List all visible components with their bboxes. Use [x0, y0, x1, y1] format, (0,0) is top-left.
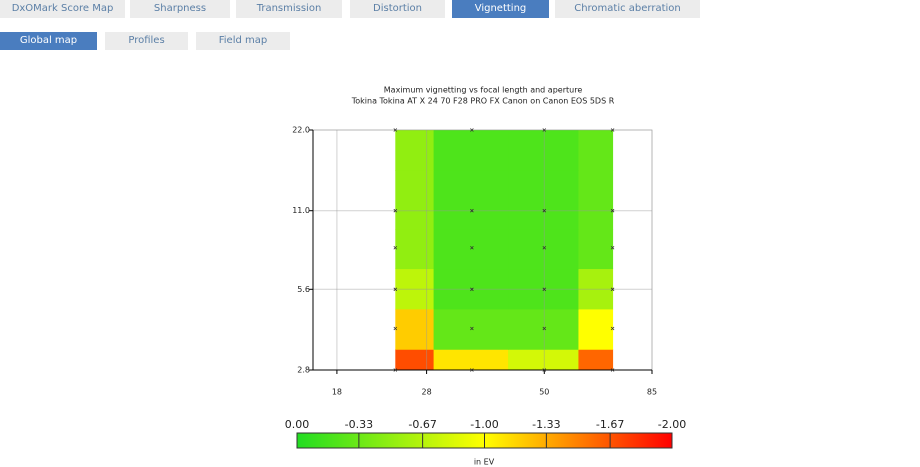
point-marker: [470, 245, 474, 250]
point-marker: [542, 128, 547, 132]
colorbar-label: in EV: [474, 458, 495, 467]
point-marker: [393, 326, 398, 331]
chart-title: Maximum vignetting vs focal length and a…: [384, 86, 583, 95]
y-tick-label: 2.8: [297, 366, 310, 375]
x-tick-label: 50: [539, 388, 549, 397]
heat-cell: [578, 170, 614, 230]
y-tick-label: 5.6: [297, 285, 310, 294]
heat-cell: [433, 229, 509, 270]
heat-cell: [395, 170, 435, 230]
point-marker: [393, 368, 398, 372]
point-marker: [542, 368, 547, 372]
point-marker: [393, 128, 398, 132]
heat-cell: [395, 308, 435, 350]
heat-cell: [395, 349, 435, 371]
tab[interactable]: Vignetting: [452, 0, 549, 18]
tab[interactable]: DxOMark Score Map: [0, 0, 125, 18]
point-marker: [470, 208, 474, 213]
heat-cell: [433, 349, 509, 371]
tab[interactable]: Distortion: [350, 0, 445, 18]
heat-cell: [578, 308, 614, 350]
y-tick-label: 22.0: [292, 126, 310, 135]
colorbar-tick-label: -0.67: [408, 418, 436, 431]
x-tick-label: 85: [647, 388, 657, 397]
colorbar-tick-label: -1.33: [532, 418, 560, 431]
colorbar-tick-label: -0.33: [345, 418, 373, 431]
colorbar-tick-label: 0.00: [285, 418, 310, 431]
tab[interactable]: Global map: [0, 32, 97, 50]
point-marker: [542, 326, 547, 331]
tab[interactable]: Chromatic aberration: [555, 0, 700, 18]
heat-cell: [578, 349, 614, 371]
heat-cell: [578, 130, 614, 171]
tab[interactable]: Profiles: [105, 32, 188, 50]
point-marker: [610, 368, 615, 372]
point-marker: [393, 287, 398, 292]
heat-cell: [395, 130, 435, 171]
heat-cell: [508, 170, 579, 230]
tab[interactable]: Transmission: [236, 0, 342, 18]
point-marker: [610, 128, 615, 132]
colorbar-tick-label: -2.00: [658, 418, 686, 431]
heat-cell: [508, 130, 579, 171]
point-marker: [610, 245, 615, 250]
heat-cell: [508, 349, 579, 371]
tab[interactable]: Field map: [196, 32, 290, 50]
colorbar-tick-label: -1.00: [470, 418, 498, 431]
heat-cell: [508, 229, 579, 270]
heat-cell: [433, 130, 509, 171]
point-marker: [393, 245, 398, 250]
point-marker: [542, 245, 547, 250]
point-marker: [610, 326, 615, 331]
heat-cell: [433, 170, 509, 230]
point-marker: [542, 287, 547, 292]
point-marker: [610, 208, 615, 213]
point-marker: [393, 208, 398, 213]
y-tick-label: 11.0: [292, 206, 310, 215]
point-marker: [542, 208, 547, 213]
chart-subtitle: Tokina Tokina AT X 24 70 F28 PRO FX Cano…: [351, 97, 615, 106]
point-marker: [470, 368, 474, 372]
point-marker: [470, 128, 474, 132]
point-marker: [610, 287, 615, 292]
x-tick-label: 28: [422, 388, 432, 397]
colorbar-tick-label: -1.67: [596, 418, 624, 431]
point-marker: [470, 287, 474, 292]
heat-cell: [578, 268, 614, 310]
heat-cell: [395, 229, 435, 270]
heat-cell: [395, 268, 435, 310]
heat-cell: [578, 229, 614, 270]
tab[interactable]: Sharpness: [130, 0, 230, 18]
x-tick-label: 18: [332, 388, 342, 397]
point-marker: [470, 326, 474, 331]
